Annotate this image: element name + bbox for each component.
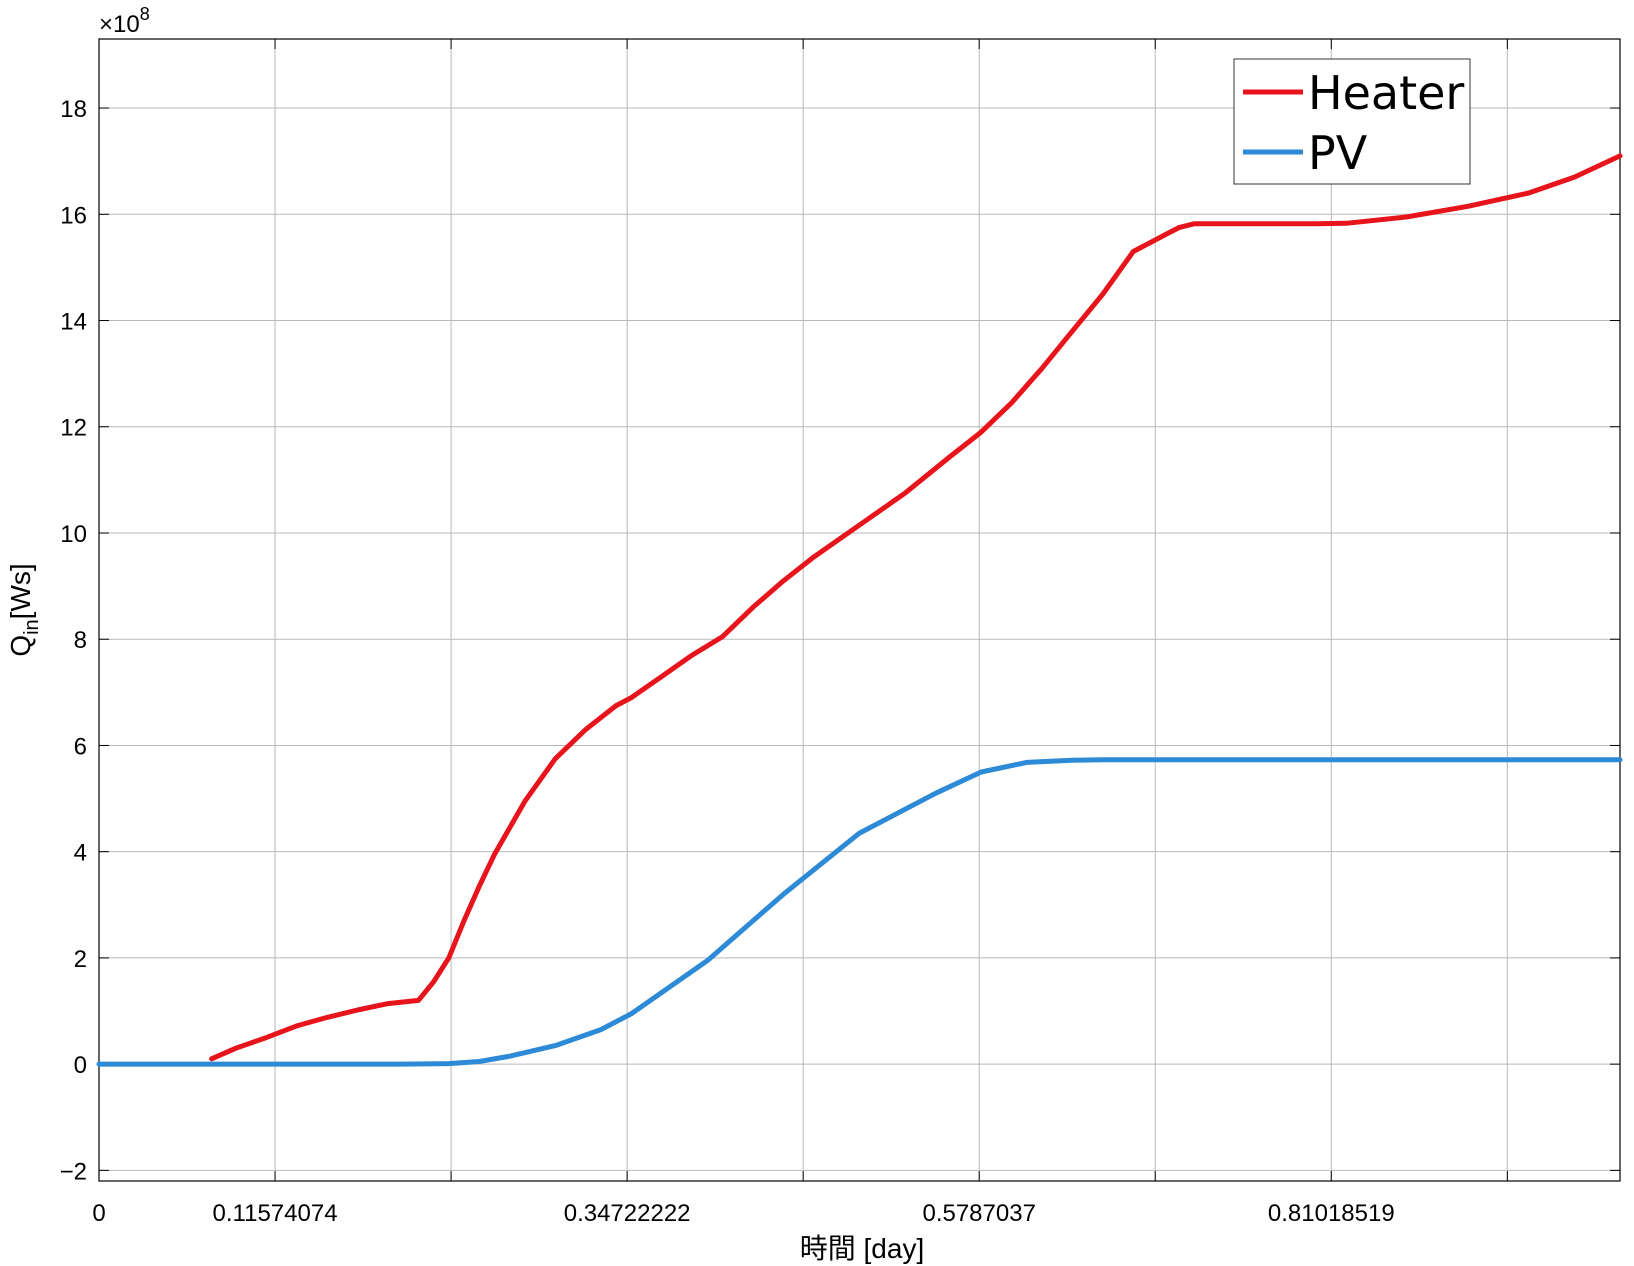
y-tick-label: 10 <box>60 521 87 548</box>
x-tick-label: 0 <box>92 1200 105 1227</box>
y-tick-label: 2 <box>74 946 87 973</box>
ticks-layer: 0 0.11574074 0.34722222 0.5787037 0.81018519… <box>60 39 1620 1227</box>
x-tick-label: 0.81018519 <box>1268 1200 1395 1227</box>
y-tick-label: 0 <box>74 1052 87 1079</box>
legend-label-pv: PV <box>1308 126 1368 180</box>
x-tick-label: 0.34722222 <box>564 1200 691 1227</box>
series-line-pv <box>96 757 1623 1067</box>
x-tick-label: 0.5787037 <box>922 1200 1035 1227</box>
y-tick-label: 14 <box>60 309 87 336</box>
plot-frame <box>98 38 1621 1182</box>
y-axis-label: Qin[Ws] <box>5 563 43 656</box>
y-tick-label: 8 <box>74 627 87 654</box>
x-tick-label: 0.11574074 <box>213 1200 338 1227</box>
x-axis-label: 時間 [day] <box>800 1233 924 1264</box>
series-line-heater <box>209 153 1623 1062</box>
legend: Heater PV <box>1233 58 1471 185</box>
y-exponent-label: ×108 <box>99 4 150 38</box>
y-tick-label: 12 <box>60 415 87 442</box>
grid-layer <box>99 39 1620 1181</box>
y-tick-label: 18 <box>60 96 87 123</box>
y-tick-label: 6 <box>74 733 87 760</box>
legend-label-heater: Heater <box>1308 66 1464 120</box>
y-tick-label: 16 <box>60 202 87 229</box>
y-tick-label: 4 <box>74 840 87 867</box>
legend-box <box>1233 58 1471 185</box>
series-layer <box>96 153 1623 1067</box>
y-tick-label: −2 <box>60 1158 87 1185</box>
axes-layer <box>98 38 1621 1182</box>
